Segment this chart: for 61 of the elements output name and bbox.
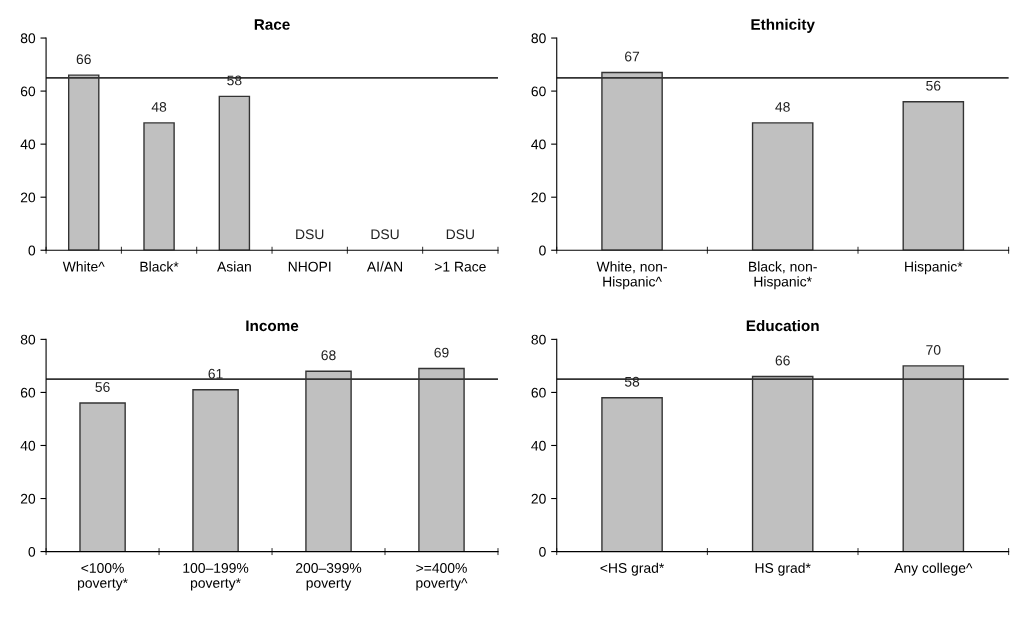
data-label: 69 bbox=[434, 347, 449, 358]
data-label: 61 bbox=[208, 368, 223, 379]
data-label: 48 bbox=[151, 102, 167, 112]
data-label: 67 bbox=[625, 51, 640, 62]
text: DSU bbox=[371, 229, 399, 240]
y-tick-label: 20 bbox=[531, 493, 546, 504]
bar bbox=[218, 95, 251, 251]
x-tick-label: NHOPI bbox=[288, 261, 331, 272]
y-tick-label: 20 bbox=[20, 493, 36, 504]
x-tick-label: White, non- Hispanic^ bbox=[596, 261, 667, 290]
x-tick-label: Asian bbox=[217, 261, 251, 272]
data-label: 66 bbox=[775, 355, 790, 366]
x-tick-label: <HS grad* bbox=[600, 562, 665, 576]
bar bbox=[601, 397, 663, 552]
x-tick-label: Hispanic* bbox=[905, 261, 963, 275]
y-tick-label: 20 bbox=[20, 192, 36, 203]
y-tick-label: 60 bbox=[531, 86, 546, 97]
x-tick-label: Black, non- Hispanic* bbox=[749, 261, 817, 290]
x-tick-label: Any college^ bbox=[894, 562, 973, 576]
y-tick-label: 80 bbox=[531, 334, 546, 345]
data-label: 48 bbox=[775, 102, 790, 112]
y-tick-label: 0 bbox=[28, 546, 36, 557]
y-tick-label: 0 bbox=[28, 245, 36, 256]
x-tick-label: HS grad* bbox=[755, 562, 811, 576]
chart-title: Education bbox=[746, 319, 819, 332]
x-tick-label: AI/AN bbox=[366, 261, 403, 272]
bar bbox=[902, 101, 965, 251]
data-label: 66 bbox=[76, 54, 91, 65]
x-tick-label: 100–199% poverty* bbox=[183, 563, 249, 591]
y-tick-label: 40 bbox=[531, 440, 546, 451]
y-tick-label: 60 bbox=[20, 387, 36, 398]
y-tick-label: 80 bbox=[531, 33, 546, 44]
text: DSU bbox=[296, 229, 324, 240]
y-tick-label: 0 bbox=[539, 245, 546, 256]
x-tick-label: Black* bbox=[140, 261, 179, 272]
y-tick-label: 0 bbox=[539, 546, 546, 557]
data-label: 70 bbox=[926, 344, 941, 355]
x-tick-label: <100% poverty* bbox=[77, 563, 128, 591]
bar bbox=[751, 122, 814, 251]
chart-title: Race bbox=[254, 19, 290, 30]
data-label: 56 bbox=[95, 382, 110, 392]
x-tick-label: >1 Race bbox=[434, 261, 486, 272]
chart-title: Ethnicity bbox=[751, 18, 815, 33]
data-label: 68 bbox=[321, 350, 336, 361]
y-tick-label: 60 bbox=[531, 387, 546, 398]
chart-title: Income bbox=[246, 320, 299, 332]
bar bbox=[143, 122, 175, 251]
y-tick-label: 60 bbox=[20, 86, 36, 97]
y-tick-label: 40 bbox=[20, 440, 36, 451]
y-tick-label: 40 bbox=[20, 139, 36, 150]
bar bbox=[192, 389, 239, 552]
y-tick-label: 40 bbox=[531, 139, 546, 150]
y-tick-label: 80 bbox=[20, 334, 36, 345]
bar bbox=[79, 402, 126, 552]
y-tick-label: 80 bbox=[20, 33, 36, 44]
text: DSU bbox=[446, 229, 474, 240]
x-tick-label: White^ bbox=[62, 261, 105, 272]
x-tick-label: 200–399% poverty bbox=[296, 563, 362, 591]
x-tick-label: >=400% poverty^ bbox=[416, 563, 468, 591]
y-tick-label: 20 bbox=[531, 192, 546, 203]
data-label: 56 bbox=[926, 80, 941, 91]
